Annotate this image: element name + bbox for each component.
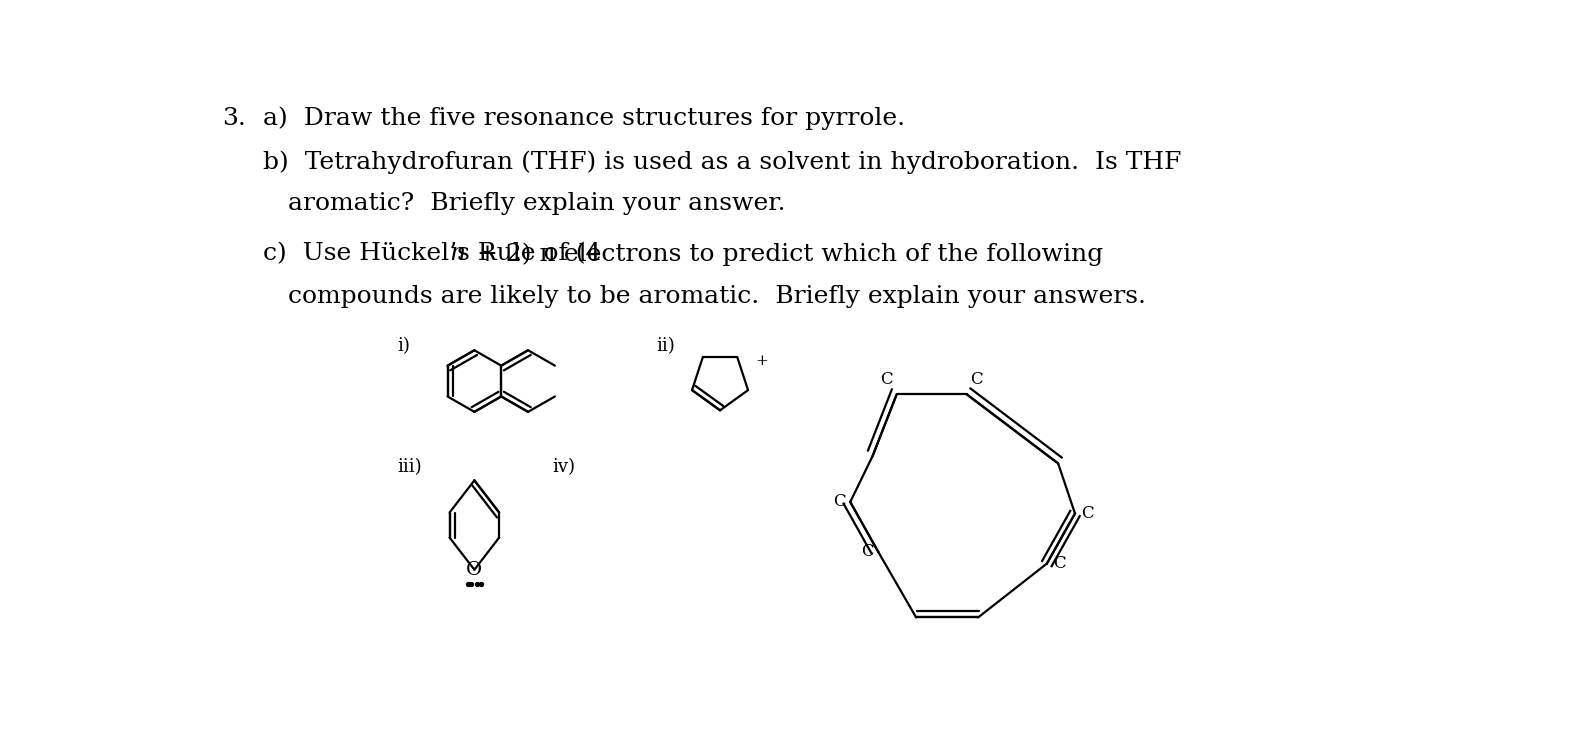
- Text: C: C: [1054, 555, 1066, 572]
- Text: compounds are likely to be aromatic.  Briefly explain your answers.: compounds are likely to be aromatic. Bri…: [289, 285, 1146, 308]
- Text: O: O: [467, 562, 483, 580]
- Text: a)  Draw the five resonance structures for pyrrole.: a) Draw the five resonance structures fo…: [263, 107, 905, 130]
- Text: + 2) π electrons to predict which of the following: + 2) π electrons to predict which of the…: [469, 242, 1103, 266]
- Text: C: C: [834, 494, 846, 511]
- Text: C: C: [880, 371, 893, 388]
- Text: iv): iv): [552, 458, 575, 476]
- Text: b)  Tetrahydrofuran (THF) is used as a solvent in hydroboration.  Is THF: b) Tetrahydrofuran (THF) is used as a so…: [263, 150, 1181, 173]
- Text: C: C: [861, 544, 874, 560]
- Text: C: C: [1081, 505, 1093, 522]
- Text: ii): ii): [657, 337, 676, 355]
- Text: aromatic?  Briefly explain your answer.: aromatic? Briefly explain your answer.: [289, 192, 786, 214]
- Text: iii): iii): [397, 458, 421, 476]
- Text: n: n: [450, 242, 465, 266]
- Text: 3.: 3.: [223, 107, 247, 130]
- Text: C: C: [971, 371, 983, 388]
- Text: i): i): [397, 337, 410, 355]
- Text: c)  Use Hückel’s Rule of (4: c) Use Hückel’s Rule of (4: [263, 242, 601, 266]
- Text: +: +: [756, 353, 768, 368]
